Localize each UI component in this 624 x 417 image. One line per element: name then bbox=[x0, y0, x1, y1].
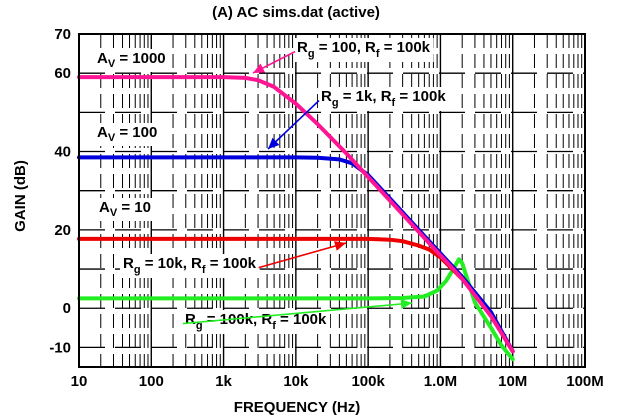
annotation-part: = 1000 bbox=[115, 50, 165, 67]
annotation-arrow-shaft bbox=[258, 242, 347, 269]
y-tick-label: 70 bbox=[54, 26, 71, 43]
annotation-part: A bbox=[97, 50, 108, 67]
series-line-4 bbox=[77, 257, 515, 362]
annotation-part: R bbox=[321, 88, 332, 105]
annotation-arrow-head bbox=[253, 63, 266, 73]
annotation-background bbox=[294, 38, 434, 62]
tick-labels: 10 100 1k 10k 100k 1.0M 10M 100M 70 60 40 20 0 -10 bbox=[49, 26, 603, 390]
annotation-6: Rg = 10k, Rf = 100k bbox=[120, 241, 347, 278]
annotation-subscript: g bbox=[332, 97, 339, 109]
annotation-3: AV = 10 bbox=[96, 198, 154, 221]
annotation-part: R bbox=[123, 255, 134, 272]
annotation-text: AV = 10 bbox=[99, 199, 151, 219]
annotation-part: R bbox=[185, 311, 196, 328]
annotation-part: = 100k bbox=[380, 39, 431, 56]
annotation-subscript: f bbox=[392, 97, 396, 109]
annotation-7: Rg = 100k, Rf = 100k bbox=[182, 299, 413, 334]
annotation-part: = 100 bbox=[115, 124, 157, 141]
annotation-part: = 1k, R bbox=[339, 88, 392, 105]
annotation-part: R bbox=[297, 39, 308, 56]
annotation-part: = 10k, R bbox=[141, 255, 202, 272]
plot-frame bbox=[78, 33, 586, 368]
annotation-text: Rg = 100, Rf = 100k bbox=[297, 39, 431, 60]
annotation-part: = 100k bbox=[395, 88, 446, 105]
annotation-background bbox=[94, 123, 161, 146]
annotation-part: = 10 bbox=[117, 199, 151, 216]
annotation-subscript: V bbox=[108, 58, 116, 70]
chart-title: (A) AC sims.dat (active) bbox=[212, 4, 380, 21]
y-tick-label: -10 bbox=[49, 339, 71, 356]
annotation-arrow-head bbox=[268, 137, 280, 149]
annotation-part: = 100, R bbox=[315, 39, 376, 56]
annotation-subscript: f bbox=[202, 264, 206, 276]
series-layer bbox=[77, 75, 515, 362]
x-tick-label: 10k bbox=[283, 373, 309, 390]
annotation-subscript: g bbox=[134, 264, 141, 276]
annotation-background bbox=[96, 198, 154, 221]
annotation-subscript: V bbox=[108, 132, 116, 144]
y-tick-label: 20 bbox=[54, 222, 71, 239]
annotation-arrow-shaft bbox=[182, 302, 413, 325]
annotation-subscript: g bbox=[308, 48, 315, 60]
y-axis-label: GAIN (dB) bbox=[12, 160, 29, 232]
annotation-part: = 100k bbox=[206, 255, 257, 272]
annotation-background bbox=[120, 254, 260, 278]
x-tick-label: 100M bbox=[566, 373, 604, 390]
x-tick-label: 1.0M bbox=[424, 373, 457, 390]
annotation-text: AV = 1000 bbox=[97, 50, 166, 70]
plot-border bbox=[78, 33, 586, 368]
annotation-background bbox=[318, 87, 450, 111]
x-tick-label: 100k bbox=[351, 373, 385, 390]
annotation-part: = 100k bbox=[276, 311, 327, 328]
annotation-arrow-head bbox=[400, 299, 412, 309]
plot-grid bbox=[78, 34, 585, 367]
x-tick-label: 10M bbox=[498, 373, 527, 390]
annotation-text: AV = 100 bbox=[97, 124, 157, 144]
annotation-subscript: g bbox=[196, 320, 203, 332]
annotation-arrow-shaft bbox=[267, 100, 320, 150]
annotation-4: Rg = 100, Rf = 100k bbox=[252, 38, 434, 74]
annotation-text: Rg = 1k, Rf = 100k bbox=[321, 88, 446, 109]
annotation-subscript: f bbox=[272, 320, 276, 332]
series-line-1 bbox=[77, 75, 515, 354]
annotation-subscript: f bbox=[376, 48, 380, 60]
annotation-part: A bbox=[99, 199, 110, 216]
annotation-background bbox=[94, 49, 169, 72]
annotation-subscript: V bbox=[110, 207, 118, 219]
x-tick-label: 10 bbox=[71, 373, 88, 390]
y-tick-label: 40 bbox=[54, 144, 71, 161]
annotation-5: Rg = 1k, Rf = 100k bbox=[267, 87, 450, 150]
y-tick-label: 0 bbox=[63, 300, 71, 317]
annotation-2: AV = 100 bbox=[94, 123, 161, 146]
annotation-text: Rg = 10k, Rf = 100k bbox=[123, 255, 257, 276]
annotation-part: A bbox=[97, 124, 108, 141]
x-tick-label: 100 bbox=[139, 373, 164, 390]
annotation-arrow-head bbox=[334, 241, 346, 251]
annotation-1: AV = 1000 bbox=[94, 49, 169, 72]
x-tick-label: 1k bbox=[215, 373, 232, 390]
y-tick-label: 60 bbox=[54, 65, 71, 82]
x-axis-label: FREQUENCY (Hz) bbox=[234, 399, 360, 416]
